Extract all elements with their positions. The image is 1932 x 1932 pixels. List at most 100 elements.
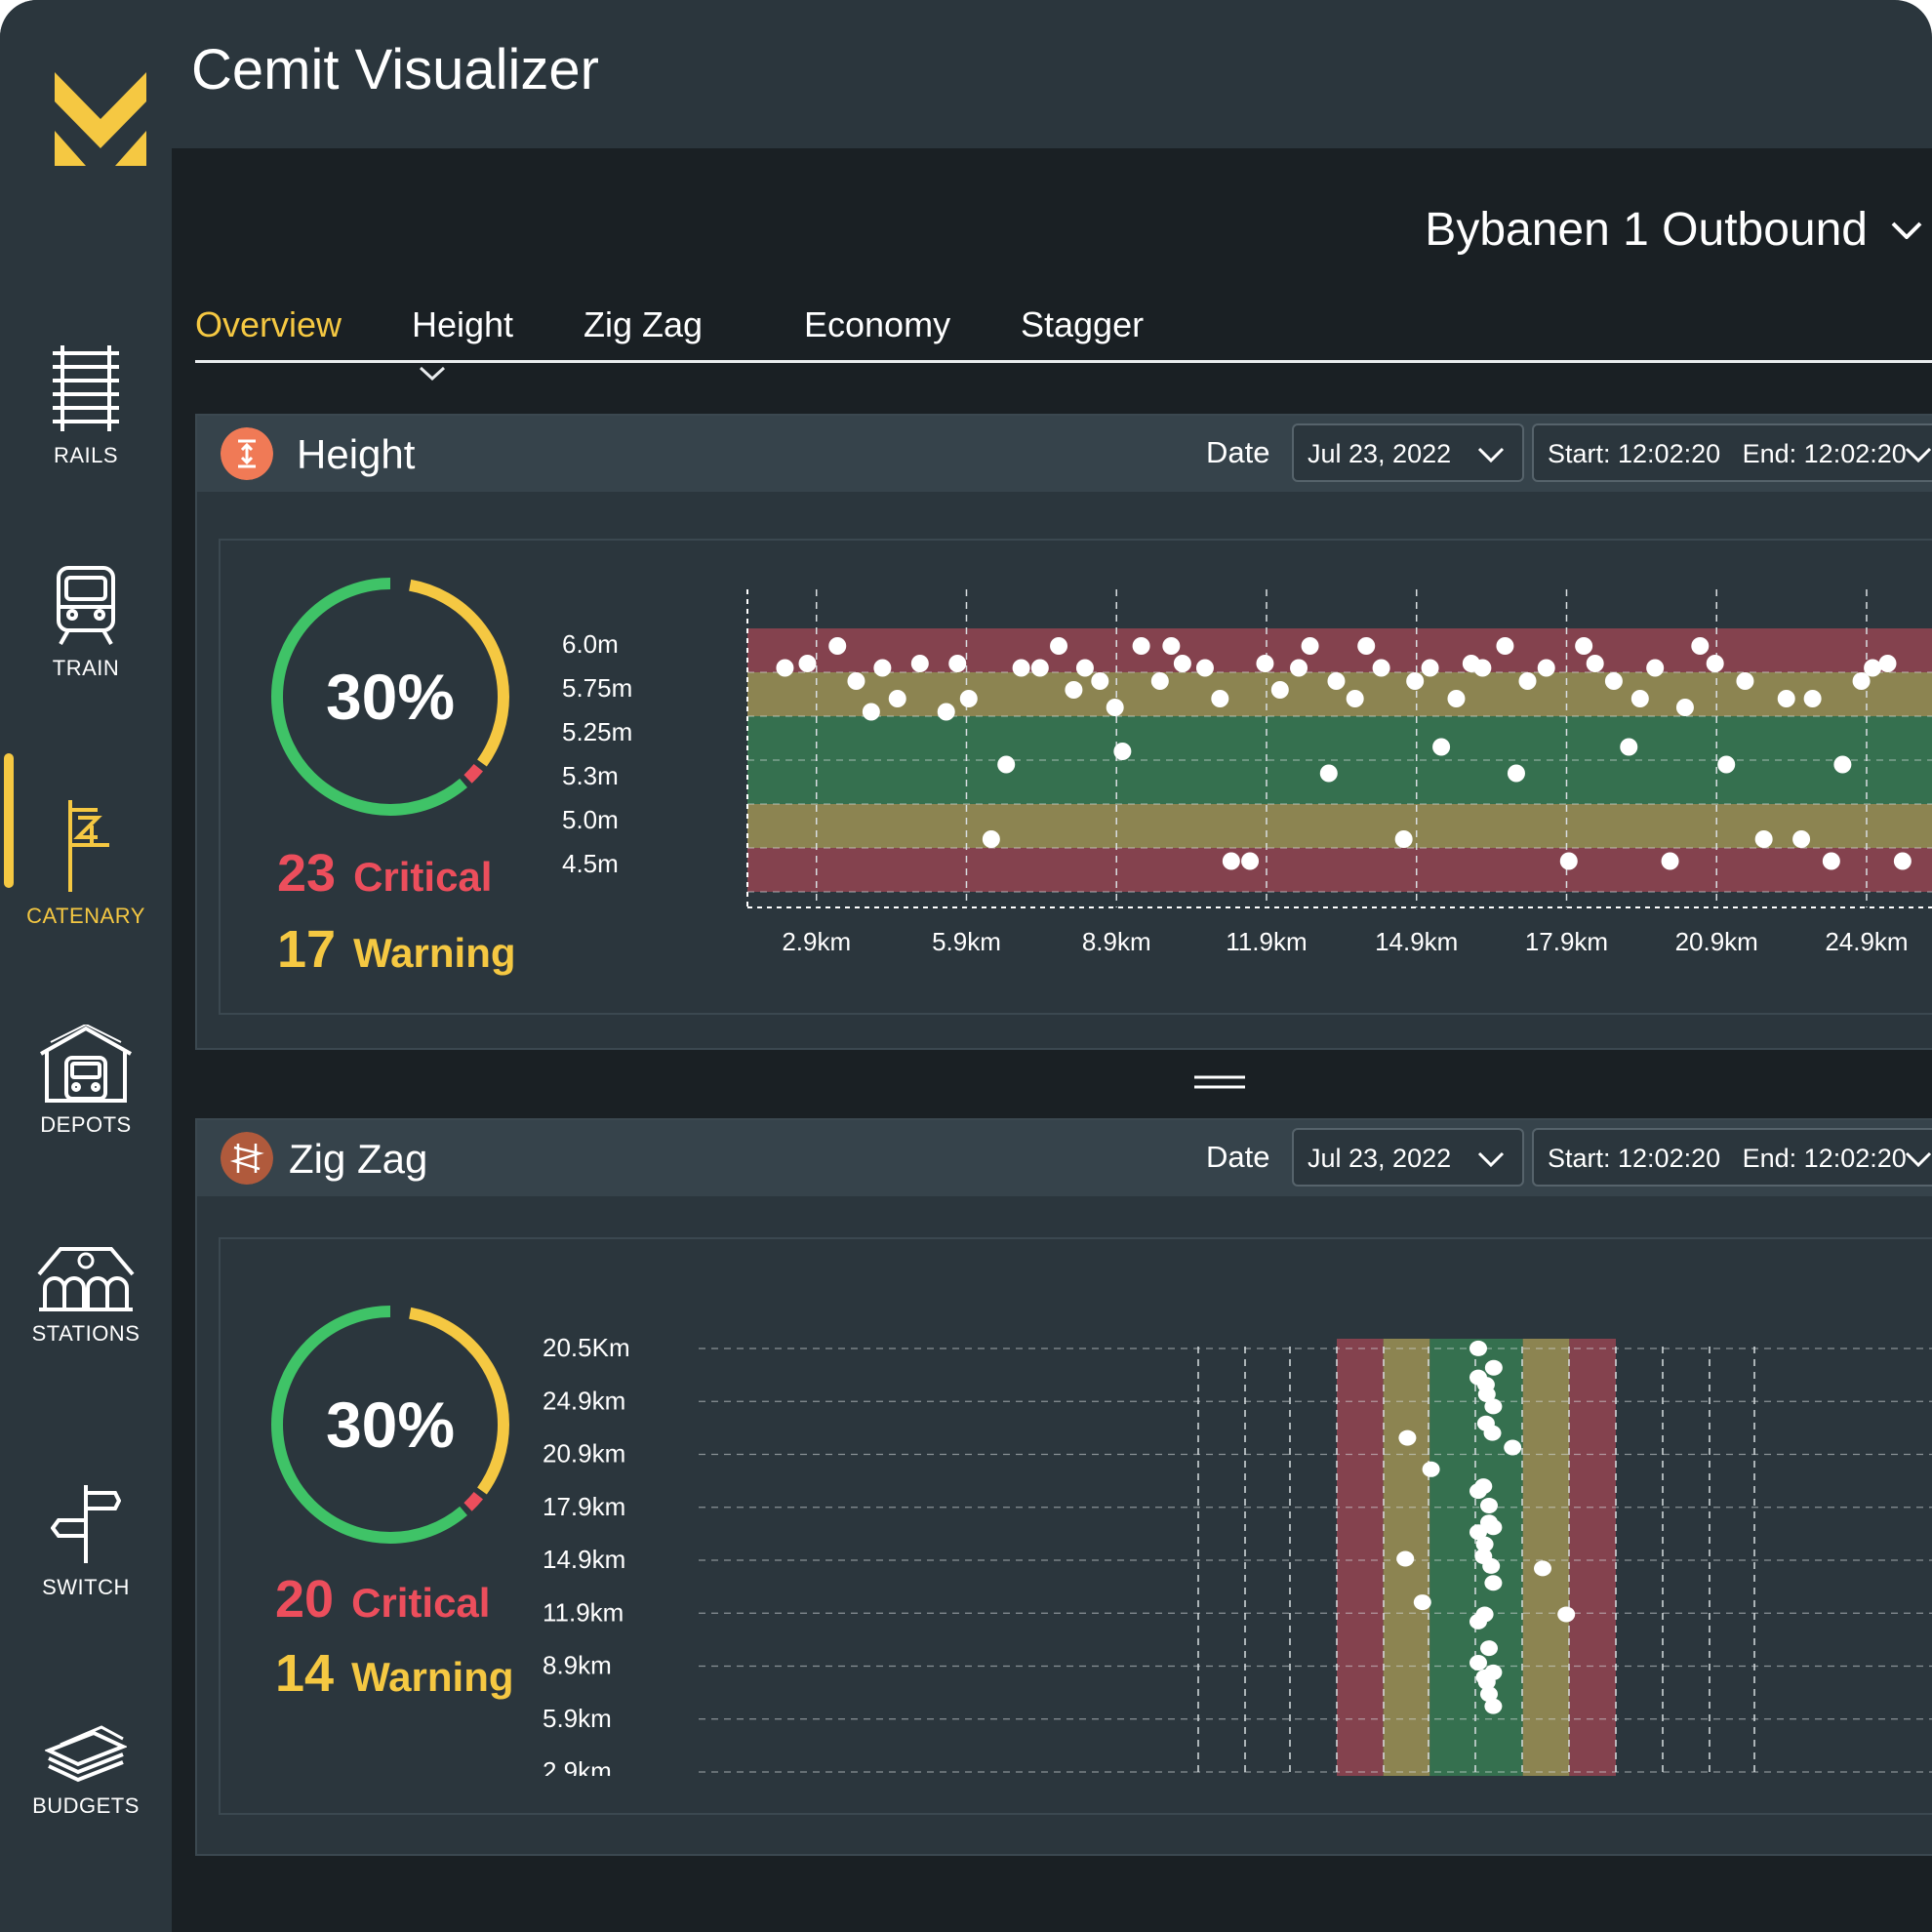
sidebar-item-label: STATIONS [31, 1321, 141, 1346]
zigzag-icon [221, 1132, 273, 1185]
height-band-green [747, 760, 1932, 804]
height-point [1586, 655, 1604, 672]
height-point [910, 655, 929, 672]
train-icon [57, 566, 115, 645]
height-point [1496, 637, 1514, 655]
zigzag-summary-card: 30% 20 Critical 14 Warning 20.5Km 24.9km 20.… [219, 1237, 1932, 1815]
sidebar-item-label: CATENARY [26, 904, 145, 928]
height-panel: Height Date Jul 23, 2022 Start: 12:02:20… [195, 414, 1932, 1050]
height-point [798, 655, 817, 672]
panel-title: Zig Zag [289, 1136, 428, 1182]
sidebar-item-depots[interactable]: DEPOTS [0, 1025, 172, 1138]
zigzag-band-red [1569, 1339, 1616, 1776]
panel-resize-handle[interactable] [1194, 1075, 1245, 1089]
date-dropdown[interactable]: Jul 23, 2022 [1292, 423, 1524, 482]
sidebar-item-train[interactable]: TRAIN [0, 564, 172, 681]
logo-icon [55, 72, 146, 166]
height-point [1050, 637, 1068, 655]
height-point [1604, 672, 1623, 690]
sidebar-item-label: DEPOTS [40, 1112, 132, 1137]
zigzag-point [1557, 1606, 1576, 1623]
height-point [847, 672, 865, 690]
zigzag-band-red [1337, 1339, 1384, 1776]
height-point [997, 755, 1016, 774]
chevron-down-icon [1905, 447, 1932, 463]
zigzag-point [1484, 1698, 1503, 1714]
tab-zig-zag[interactable]: Zig Zag [584, 304, 704, 344]
zigzag-point [1422, 1461, 1440, 1477]
height-point [1447, 690, 1466, 707]
tab-stagger[interactable]: Stagger [1021, 304, 1145, 344]
height-point [1675, 699, 1694, 716]
sidebar-item-rails[interactable]: RAILS [0, 343, 172, 468]
height-point [1173, 655, 1191, 672]
sidebar-item-label: SWITCH [42, 1575, 130, 1599]
height-point [1195, 659, 1214, 677]
height-point [1691, 637, 1710, 655]
height-point [1421, 659, 1439, 677]
gauge-warning-arc [271, 1306, 509, 1544]
zigzag-point [1398, 1429, 1417, 1446]
y-tick-label: 20.5Km [543, 1333, 630, 1362]
height-point [1319, 764, 1338, 783]
warning-count: 17 [277, 920, 337, 979]
height-point [1777, 690, 1795, 707]
zigzag-scatter-chart: 20.5Km 24.9km 20.9km 17.9km 14.9km 11.9km 8.9k… [543, 1333, 1932, 1776]
zigzag-point [1469, 1655, 1487, 1671]
chevron-down-icon [1477, 1151, 1505, 1167]
y-tick-label: 24.9km [543, 1386, 625, 1415]
route-dropdown[interactable]: Bybanen 1 Outbound [1425, 203, 1922, 257]
x-tick-label: 5.9km [932, 927, 1001, 956]
zigzag-point [1477, 1386, 1496, 1402]
time-range-dropdown[interactable]: Start: 12:02:20 End: 12:02:20 [1532, 423, 1932, 482]
zigzag-point [1413, 1594, 1431, 1611]
y-tick-label: 20.9km [543, 1439, 625, 1469]
gauge-good-arc [271, 578, 509, 816]
depot-icon [40, 1025, 132, 1103]
height-band-red [747, 628, 1932, 672]
gauge-warning-arc [271, 578, 509, 816]
sidebar-item-catenary[interactable]: CATENARY [0, 796, 172, 929]
budgets-icon [45, 1725, 127, 1783]
tab-bar: Overview Height Zig Zag Economy Stagger [195, 304, 1932, 363]
height-point [948, 655, 967, 672]
height-point [1852, 672, 1871, 690]
zigzag-point [1480, 1640, 1498, 1657]
height-point [1406, 672, 1425, 690]
height-point [1507, 764, 1525, 783]
zigzag-percent: 30% [325, 1389, 456, 1461]
sidebar-item-stations[interactable]: STATIONS [0, 1239, 172, 1347]
height-point [1301, 637, 1319, 655]
time-range-dropdown[interactable]: Start: 12:02:20 End: 12:02:20 [1532, 1128, 1932, 1187]
tab-overview[interactable]: Overview [195, 304, 342, 344]
height-panel-header: Height Date Jul 23, 2022 Start: 12:02:20… [197, 416, 1932, 492]
warning-count: 14 [275, 1644, 335, 1703]
date-dropdown[interactable]: Jul 23, 2022 [1292, 1128, 1524, 1187]
height-point [1537, 659, 1555, 677]
height-point [1113, 743, 1132, 760]
tab-economy[interactable]: Economy [804, 304, 951, 344]
tab-caret-icon [420, 367, 445, 381]
catenary-icon [68, 800, 109, 892]
station-icon [37, 1247, 135, 1311]
height-point [1132, 637, 1150, 655]
y-tick-label: 5.9km [543, 1704, 612, 1733]
time-range-value: Start: 12:02:20 End: 12:02:20 [1548, 439, 1907, 468]
tab-height[interactable]: Height [412, 304, 514, 344]
zigzag-point [1475, 1606, 1494, 1623]
height-point [1357, 637, 1376, 655]
zigzag-point [1484, 1519, 1503, 1536]
y-tick-label: 11.9km [543, 1597, 624, 1627]
sidebar-item-budgets[interactable]: BUDGETS [0, 1721, 172, 1819]
zigzag-panel: Zig Zag Date Jul 23, 2022 Start: 12:02:2… [195, 1118, 1932, 1856]
app-title: Cemit Visualizer [191, 38, 599, 101]
sidebar-item-switch[interactable]: SWITCH [0, 1483, 172, 1600]
header: Cemit Visualizer [172, 0, 1932, 148]
y-tick-label: 2.9km [543, 1756, 612, 1776]
sidebar-item-label: RAILS [53, 443, 119, 467]
y-tick-label: 17.9km [543, 1492, 625, 1521]
height-point [1661, 852, 1679, 870]
warning-label: Warning [351, 1654, 514, 1700]
height-point [1091, 672, 1109, 690]
